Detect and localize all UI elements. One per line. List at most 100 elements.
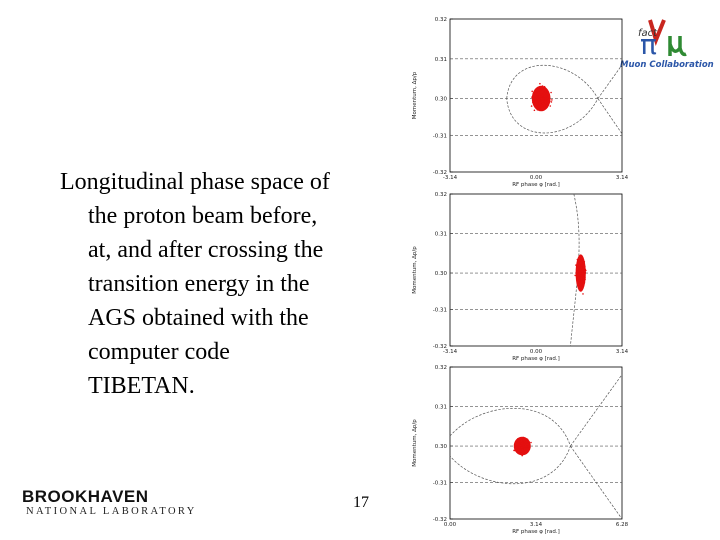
particle-point bbox=[578, 283, 580, 286]
particle-point bbox=[584, 272, 586, 275]
slide-body-text: Longitudinal phase space of the proton b… bbox=[60, 165, 335, 403]
x-tick-label: 3.14 bbox=[616, 349, 629, 355]
x-tick-label: -3.14 bbox=[443, 175, 458, 181]
particle-point bbox=[522, 444, 525, 446]
y-tick-label: 0.30 bbox=[435, 97, 448, 103]
particle-point bbox=[517, 451, 520, 454]
particle-point bbox=[582, 284, 585, 287]
particle-point bbox=[516, 443, 519, 445]
body-paragraph: Longitudinal phase space of the proton b… bbox=[60, 169, 330, 399]
brookhaven-logo-subtitle: NATIONAL LABORATORY bbox=[26, 506, 197, 517]
particle-point bbox=[536, 102, 539, 105]
particle-point bbox=[546, 103, 549, 105]
particle-point bbox=[584, 265, 586, 268]
particle-point bbox=[544, 100, 547, 102]
particle-point bbox=[579, 289, 582, 292]
particle-point bbox=[532, 101, 534, 104]
particle-point bbox=[539, 106, 541, 109]
muon-logo-nu-glyph bbox=[648, 19, 666, 47]
particle-point bbox=[541, 104, 544, 107]
particle-point bbox=[576, 276, 578, 279]
particle-point bbox=[539, 82, 541, 85]
particle-point bbox=[548, 96, 550, 99]
muon-collaboration-logo: π fact Muon Collaboration bbox=[620, 19, 714, 70]
particle-point bbox=[535, 90, 537, 92]
particle-point bbox=[543, 108, 546, 111]
particle-point bbox=[540, 99, 542, 101]
brookhaven-logo-name: BROOKHAVEN bbox=[22, 487, 149, 506]
particle-point bbox=[582, 293, 584, 295]
particle-point bbox=[583, 270, 586, 272]
particle-point bbox=[544, 97, 547, 99]
particle-point bbox=[580, 263, 583, 265]
particle-point bbox=[515, 446, 518, 449]
particle-point bbox=[536, 95, 538, 97]
particle-point bbox=[538, 108, 541, 111]
particle-point bbox=[538, 104, 540, 106]
particle-point bbox=[578, 276, 580, 278]
particle-point bbox=[541, 100, 543, 103]
y-tick-label: 0.32 bbox=[435, 192, 447, 198]
particle-point bbox=[543, 100, 545, 103]
particle-point bbox=[540, 106, 542, 109]
x-tick-label: 0.00 bbox=[530, 175, 543, 181]
particle-point bbox=[521, 438, 523, 440]
particle-point bbox=[519, 442, 522, 444]
particle-point bbox=[550, 101, 553, 103]
particle-point bbox=[580, 279, 583, 281]
particle-point bbox=[530, 105, 533, 107]
muon-logo-caption: Muon Collaboration bbox=[620, 60, 714, 70]
particle-point bbox=[534, 92, 536, 95]
particle-point bbox=[551, 99, 553, 101]
particle-point bbox=[537, 92, 540, 94]
y-tick-label: -0.31 bbox=[433, 133, 447, 139]
particle-point bbox=[521, 446, 523, 449]
particle-point bbox=[530, 441, 532, 444]
particle-point bbox=[536, 91, 538, 93]
particle-point bbox=[578, 259, 581, 261]
particle-point bbox=[532, 95, 534, 97]
particle-point bbox=[546, 105, 548, 107]
particle-point bbox=[547, 95, 550, 97]
particle-point bbox=[579, 267, 581, 270]
particle-point bbox=[522, 440, 525, 442]
particle-point bbox=[582, 278, 585, 280]
particle-point bbox=[518, 439, 521, 441]
particle-point bbox=[536, 109, 539, 111]
particle-point bbox=[583, 261, 586, 263]
particle-point bbox=[581, 264, 583, 267]
x-axis-label: RF phase φ [rad.] bbox=[512, 529, 560, 534]
y-tick-label: -0.32 bbox=[433, 170, 447, 176]
particle-point bbox=[580, 276, 582, 279]
particle-point bbox=[582, 275, 585, 277]
particle-point bbox=[533, 109, 536, 112]
particle-point bbox=[546, 97, 549, 99]
particle-point bbox=[575, 264, 577, 266]
particle-point bbox=[581, 282, 583, 284]
particle-point bbox=[536, 105, 538, 107]
particle-point bbox=[539, 93, 541, 95]
particle-bunch bbox=[530, 82, 553, 112]
particle-point bbox=[545, 105, 547, 107]
particle-point bbox=[576, 258, 579, 261]
particle-point bbox=[524, 439, 526, 442]
particle-point bbox=[523, 448, 526, 451]
particle-point bbox=[528, 444, 530, 447]
particle-point bbox=[539, 86, 542, 89]
separatrix-curve bbox=[506, 64, 623, 134]
y-tick-label: -0.32 bbox=[433, 344, 447, 350]
particle-point bbox=[527, 443, 529, 446]
particle-point bbox=[580, 274, 582, 277]
particle-point bbox=[522, 442, 524, 445]
particle-point bbox=[534, 96, 536, 98]
y-tick-label: -0.32 bbox=[433, 517, 447, 523]
particle-point bbox=[517, 441, 519, 444]
phase-space-panel: 0.32 0.31 0.30 -0.31 -0.32-3.14 0.00 3.14 RF ph… bbox=[412, 192, 629, 362]
x-tick-label: 0.00 bbox=[444, 522, 457, 528]
particle-point bbox=[538, 98, 540, 101]
x-tick-label: 3.14 bbox=[616, 175, 629, 181]
particle-point bbox=[544, 90, 547, 92]
particle-point bbox=[541, 102, 544, 105]
particle-point bbox=[544, 101, 547, 104]
x-tick-label: 0.00 bbox=[530, 349, 543, 355]
